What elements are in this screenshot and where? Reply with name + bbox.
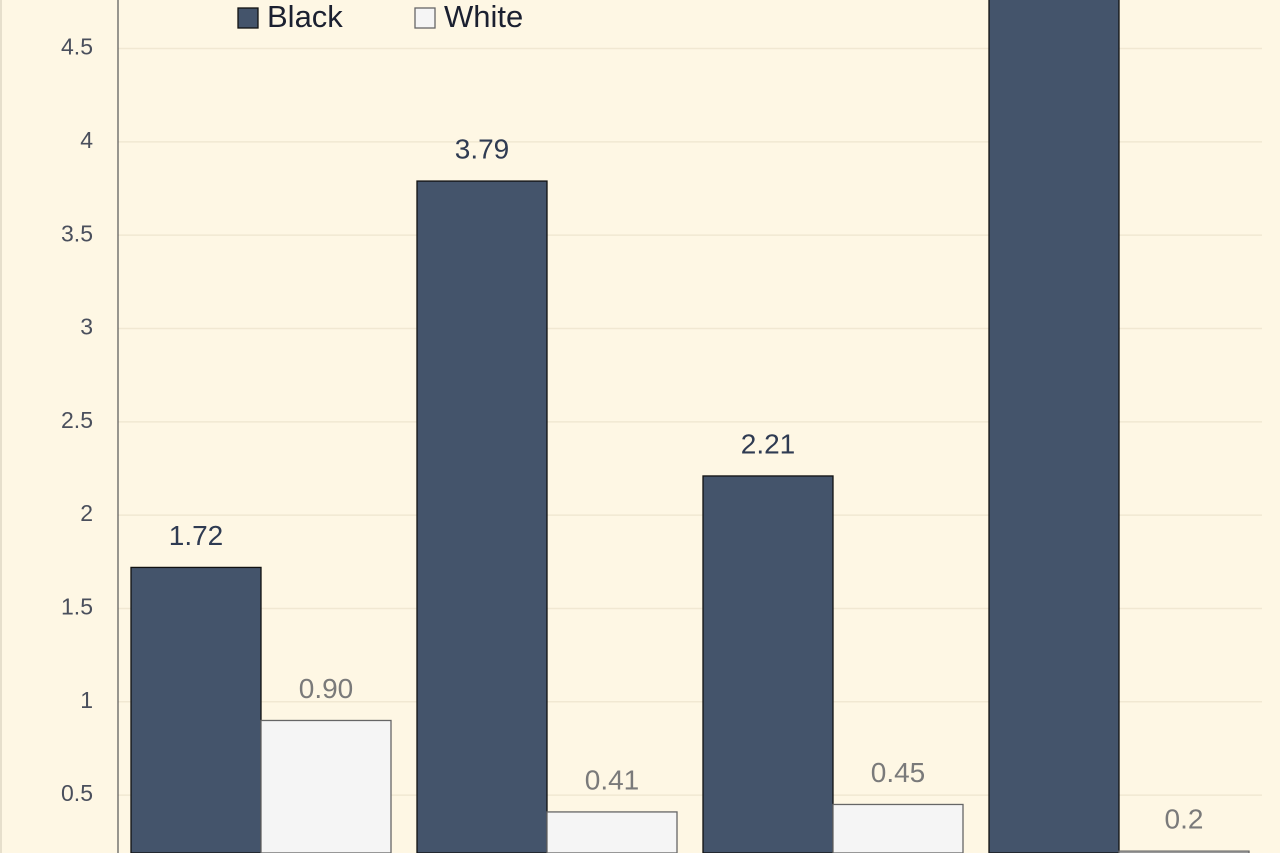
legend-swatch <box>237 7 259 29</box>
legend-swatch <box>414 7 436 29</box>
value-label: 0.2 <box>1165 804 1204 835</box>
value-label: 3.79 <box>455 133 510 164</box>
bar <box>260 719 392 853</box>
labels: 0.5 1 1.5 2 2.5 3 3.5 4 4.5 1.72 3.79 2.21 0.90 0.41 0… <box>61 0 1203 835</box>
bar <box>546 811 678 853</box>
bar <box>416 180 548 853</box>
bar <box>130 566 262 853</box>
legend-label: White <box>444 0 523 34</box>
bar <box>1118 850 1250 853</box>
y-tick-label: 1 <box>80 687 93 713</box>
value-label: 0.90 <box>299 673 354 704</box>
bar <box>832 803 964 853</box>
y-tick-label: 3.5 <box>61 220 93 246</box>
y-tick-label: 3 <box>80 314 93 340</box>
y-tick-label: 2.5 <box>61 407 93 433</box>
value-label: 0.41 <box>585 764 640 795</box>
value-label: 0.45 <box>871 757 926 788</box>
y-tick-label: 2 <box>80 500 93 526</box>
y-tick-label: 1.5 <box>61 594 93 620</box>
legend-label: Black <box>267 0 343 34</box>
y-tick-label: 4 <box>80 127 93 153</box>
bar <box>988 0 1120 853</box>
bar <box>702 475 834 853</box>
value-label: 1.72 <box>169 520 224 551</box>
value-label: 2.21 <box>741 428 796 459</box>
bars <box>130 0 1250 853</box>
y-tick-label: 0.5 <box>61 780 93 806</box>
y-tick-label: 4.5 <box>61 34 93 60</box>
